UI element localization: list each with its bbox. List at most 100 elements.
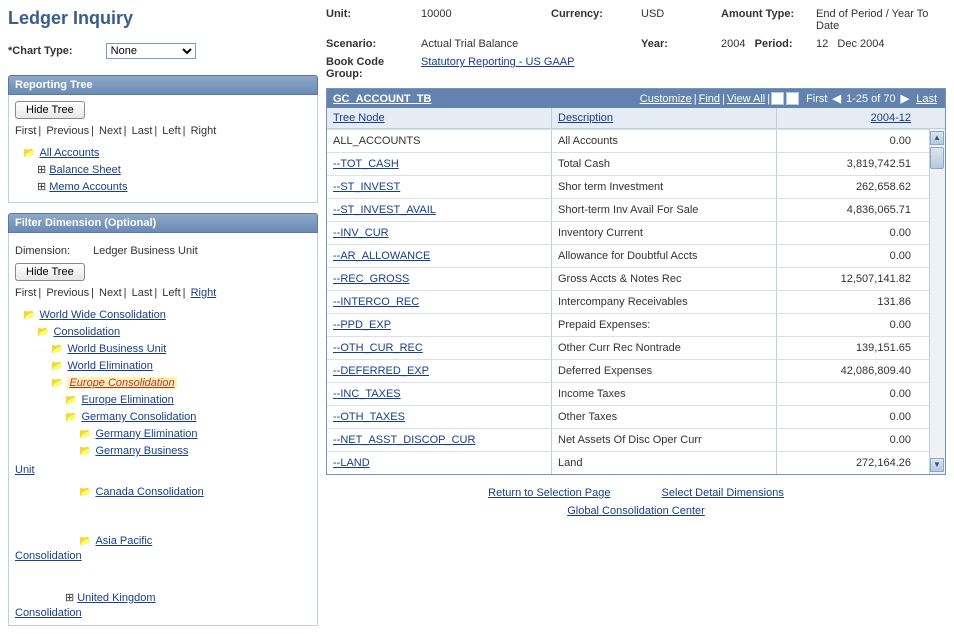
- tree-link[interactable]: Europe Consolidation: [67, 377, 176, 389]
- pager-next-arrow[interactable]: ▶: [901, 93, 909, 105]
- pager-range: 1-25 of 70: [846, 93, 896, 105]
- return-link[interactable]: Return to Selection Page: [488, 487, 610, 499]
- expand-icon[interactable]: [37, 181, 49, 193]
- cell-amt: 42,086,809.40: [777, 360, 917, 382]
- cell-node: --ST_INVEST_AVAIL: [327, 199, 552, 221]
- download-icon[interactable]: [786, 92, 799, 105]
- footer-links: Return to Selection Page Select Detail D…: [326, 487, 946, 517]
- pager-last[interactable]: Last: [916, 93, 937, 105]
- select-detail-link[interactable]: Select Detail Dimensions: [662, 487, 784, 499]
- scenario-value: Actual Trial Balance: [421, 38, 641, 50]
- tree-link-uk[interactable]: United Kingdom: [77, 592, 155, 604]
- pager-prev-arrow[interactable]: ◀: [833, 93, 841, 105]
- expand-icon[interactable]: [37, 164, 49, 176]
- chart-type-row: *Chart Type: None: [8, 43, 318, 59]
- node-link[interactable]: --ST_INVEST: [333, 181, 400, 193]
- folder-icon: [79, 486, 95, 498]
- folder-icon: [65, 411, 81, 423]
- scroll-thumb[interactable]: [930, 147, 944, 169]
- tree-link[interactable]: Europe Elimination: [81, 394, 173, 406]
- cell-desc: Land: [552, 452, 777, 474]
- cell-desc: Other Curr Rec Nontrade: [552, 337, 777, 359]
- folder-icon: [79, 428, 95, 440]
- table-row: --LANDLand272,164.26: [327, 451, 945, 474]
- col-head-node[interactable]: Tree Node: [327, 108, 552, 128]
- filter-dimension-body: Dimension: Ledger Business Unit Hide Tre…: [8, 233, 318, 626]
- tree-link[interactable]: World Elimination: [67, 360, 152, 372]
- cell-amt: 0.00: [777, 245, 917, 267]
- broken-link-consolidation1[interactable]: Consolidation: [15, 550, 82, 562]
- tree-link[interactable]: Consolidation: [53, 326, 120, 338]
- col-head-desc[interactable]: Description: [552, 108, 777, 128]
- view-all-link[interactable]: View All: [727, 93, 765, 105]
- node-link[interactable]: --INTERCO_REC: [333, 296, 419, 308]
- filter-tree: World Wide Consolidation Consolidation Wor…: [15, 307, 311, 460]
- node-link[interactable]: --OTH_TAXES: [333, 411, 405, 423]
- cell-node: --OTH_CUR_REC: [327, 337, 552, 359]
- nav-previous: Previous: [46, 125, 89, 137]
- node-link[interactable]: --INV_CUR: [333, 227, 389, 239]
- cell-amt: 4,836,065.71: [777, 199, 917, 221]
- tree-link-all-accounts[interactable]: All Accounts: [39, 147, 99, 159]
- tree-link-memo-accounts[interactable]: Memo Accounts: [49, 181, 127, 193]
- nav-right-link[interactable]: Right: [191, 287, 217, 299]
- node-link[interactable]: --OTH_CUR_REC: [333, 342, 423, 354]
- find-link[interactable]: Find: [699, 93, 720, 105]
- year-value: 2004: [721, 38, 745, 50]
- tree-link[interactable]: Germany Elimination: [95, 428, 197, 440]
- chart-type-select[interactable]: None: [106, 43, 196, 59]
- node-link[interactable]: --DEFERRED_EXP: [333, 365, 429, 377]
- period-label: Period:: [755, 38, 793, 50]
- node-link[interactable]: --REC_GROSS: [333, 273, 409, 285]
- cell-node: --TOT_CASH: [327, 153, 552, 175]
- node-link[interactable]: --INC_TAXES: [333, 388, 401, 400]
- expand-icon[interactable]: [65, 592, 77, 604]
- cell-node: --REC_GROSS: [327, 268, 552, 290]
- node-link[interactable]: --ST_INVEST_AVAIL: [333, 204, 436, 216]
- tree-link[interactable]: Germany Consolidation: [81, 411, 196, 423]
- node-link[interactable]: --AR_ALLOWANCE: [333, 250, 430, 262]
- tree-link-balance-sheet[interactable]: Balance Sheet: [49, 164, 121, 176]
- tree-link-asia[interactable]: Asia Pacific: [95, 535, 152, 547]
- reporting-tree-body: Hide Tree First| Previous| Next| Last| L…: [8, 95, 318, 203]
- currency-label: Currency:: [551, 8, 641, 32]
- col-head-amt[interactable]: 2004-12: [777, 108, 917, 128]
- header-info-grid: Unit: 10000 Currency: USD Amount Type: E…: [326, 8, 946, 80]
- cell-amt: 0.00: [777, 429, 917, 451]
- scroll-down-icon[interactable]: ▼: [930, 458, 944, 472]
- node-link[interactable]: --PPD_EXP: [333, 319, 391, 331]
- account-table: GC_ACCOUNT_TB Customize | Find | View Al…: [326, 88, 946, 475]
- zoom-icon[interactable]: [771, 92, 784, 105]
- tree-link[interactable]: World Business Unit: [67, 343, 166, 355]
- pager-first: First: [806, 93, 827, 105]
- cell-amt: 0.00: [777, 383, 917, 405]
- pager: First ◀ 1-25 of 70 ▶ Last: [806, 92, 939, 105]
- tree-link-canada[interactable]: Canada Consolidation: [95, 486, 203, 498]
- book-code-label: Book Code Group:: [326, 56, 421, 80]
- scrollbar[interactable]: ▲ ▼: [929, 129, 945, 474]
- node-link[interactable]: --NET_ASST_DISCOP_CUR: [333, 434, 475, 446]
- nav-next: Next: [99, 287, 122, 299]
- broken-link-unit[interactable]: Unit: [15, 464, 35, 476]
- cell-amt: 0.00: [777, 406, 917, 428]
- nav-first: First: [15, 125, 36, 137]
- cell-desc: Allowance for Doubtful Accts: [552, 245, 777, 267]
- node-link[interactable]: --LAND: [333, 457, 370, 469]
- customize-link[interactable]: Customize: [640, 93, 692, 105]
- cell-amt: 0.00: [777, 314, 917, 336]
- nav-last: Last: [132, 125, 153, 137]
- folder-icon: [37, 326, 53, 338]
- cell-desc: Gross Accts & Notes Rec: [552, 268, 777, 290]
- tree-link[interactable]: World Wide Consolidation: [39, 309, 165, 321]
- node-link[interactable]: --TOT_CASH: [333, 158, 399, 170]
- hide-tree-button-filter[interactable]: Hide Tree: [15, 263, 85, 281]
- book-code-link[interactable]: Statutory Reporting - US GAAP: [421, 56, 574, 68]
- folder-icon: [65, 394, 81, 406]
- broken-link-consolidation2[interactable]: Consolidation: [15, 607, 82, 619]
- currency-value: USD: [641, 8, 721, 32]
- hide-tree-button-reporting[interactable]: Hide Tree: [15, 101, 85, 119]
- tree-link[interactable]: Germany Business: [95, 445, 188, 457]
- cell-desc: Deferred Expenses: [552, 360, 777, 382]
- scroll-up-icon[interactable]: ▲: [930, 131, 944, 145]
- global-center-link[interactable]: Global Consolidation Center: [567, 505, 705, 517]
